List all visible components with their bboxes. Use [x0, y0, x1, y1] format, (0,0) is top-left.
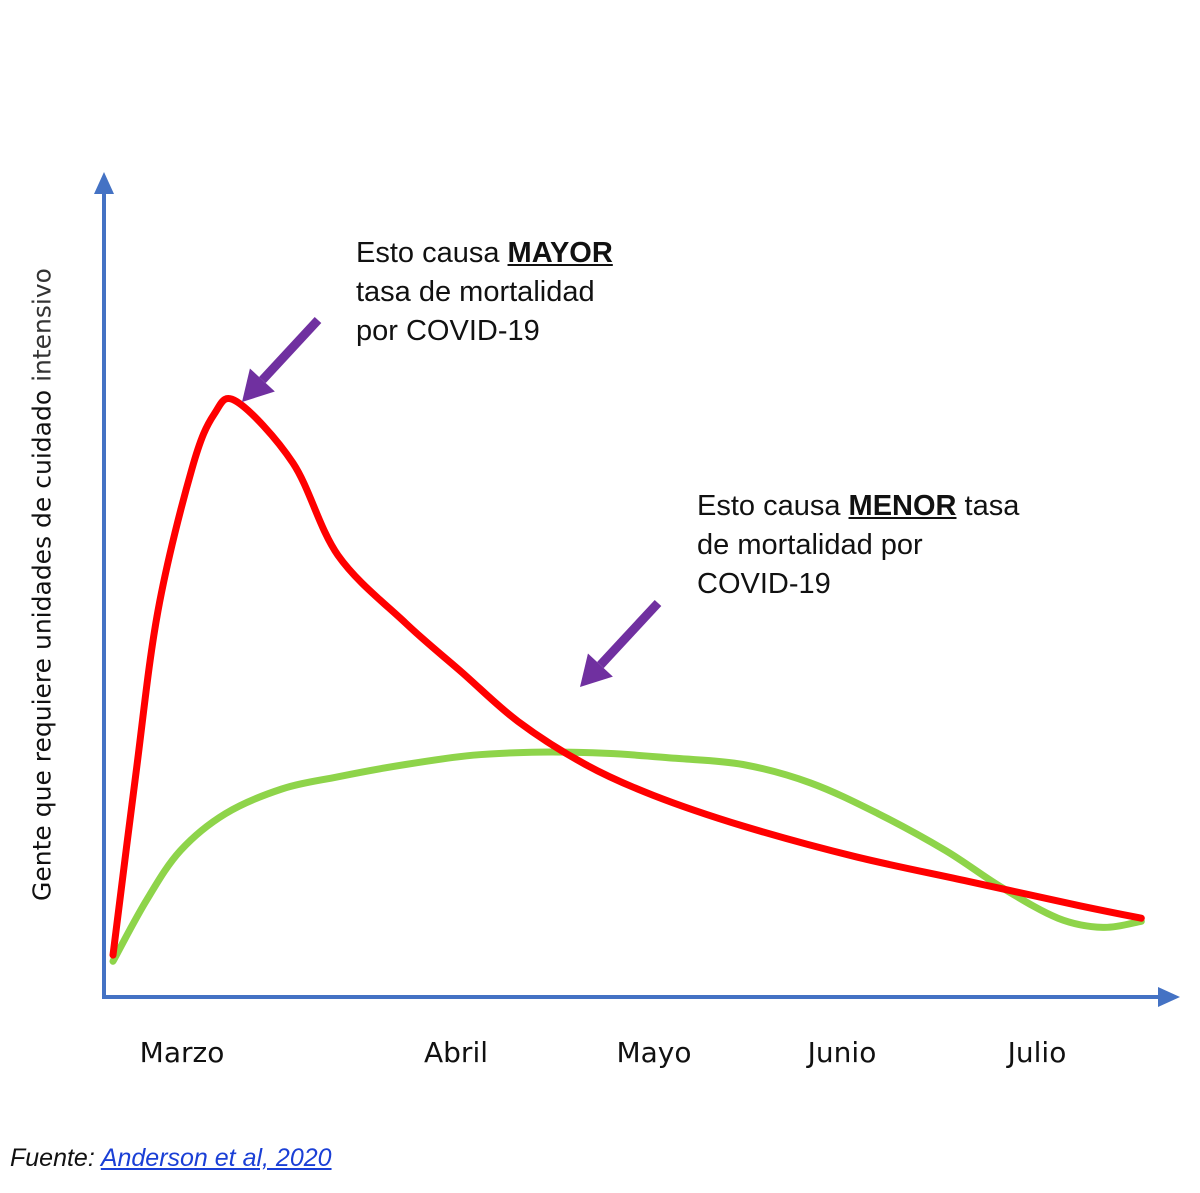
arrow-menor: [580, 599, 662, 687]
arrow-mayor: [242, 316, 322, 402]
x-tick-label: Julio: [1007, 1036, 1067, 1069]
source-label: Fuente:: [10, 1144, 95, 1172]
source-note: Fuente: Anderson et al, 2020: [10, 1144, 332, 1173]
x-tick-label: Junio: [807, 1036, 877, 1069]
annotation-text: tasa: [956, 490, 1020, 522]
x-tick-label: Mayo: [616, 1036, 692, 1069]
y-axis-label-main: Gente que requiere unidades de cuidado: [27, 389, 57, 901]
annotation-text: Esto causa: [356, 237, 508, 269]
y-axis-arrowhead: [94, 172, 114, 194]
arrow-mayor-shaft: [259, 316, 322, 384]
arrow-menor-shaft: [597, 599, 662, 669]
series-layer: [109, 395, 1145, 965]
x-tick-label: Abril: [424, 1036, 488, 1069]
annotation-text: Esto causa: [697, 490, 849, 522]
annotation-line: tasa de mortalidad: [356, 276, 595, 308]
y-axis-label-tail: intensivo: [27, 268, 57, 382]
y-axis-label: Gente que requiere unidades de cuidado i…: [28, 235, 57, 935]
axes: [94, 172, 1180, 1007]
annotation-line: de mortalidad por: [697, 529, 923, 561]
source-link[interactable]: Anderson et al, 2020: [100, 1144, 332, 1172]
x-tick-label: Marzo: [139, 1036, 225, 1069]
annotation-line: por COVID-19: [356, 315, 540, 347]
annotation-line: COVID-19: [697, 568, 831, 600]
annotation-arrows: [242, 316, 662, 687]
x-axis-arrowhead: [1158, 987, 1180, 1007]
annotation-menor: Esto causa MENOR tasa de mortalidad por …: [697, 487, 1019, 604]
arrow-menor-head: [580, 653, 613, 687]
annotation-emphasis: MENOR: [848, 490, 957, 522]
series-line-0: [109, 395, 1145, 959]
annotation-emphasis: MAYOR: [507, 237, 613, 269]
arrow-mayor-head: [242, 368, 275, 402]
annotation-mayor: Esto causa MAYOR tasa de mortalidad por …: [356, 234, 613, 351]
